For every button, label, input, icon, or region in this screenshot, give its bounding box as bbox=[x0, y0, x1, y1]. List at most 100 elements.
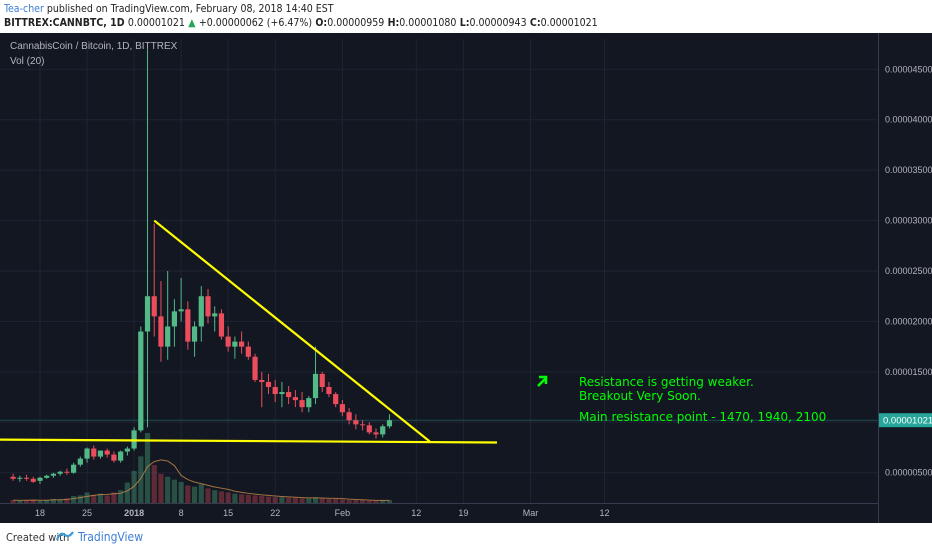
candle-body bbox=[212, 313, 218, 317]
volume-bar bbox=[319, 498, 325, 503]
candle-body bbox=[151, 296, 157, 317]
high-value: 0.00001080 bbox=[399, 17, 457, 29]
candle-body bbox=[10, 476, 16, 479]
candle-body bbox=[259, 379, 265, 382]
candle-body bbox=[232, 341, 238, 347]
volume-bar bbox=[225, 492, 231, 503]
grid-lines bbox=[0, 39, 878, 503]
candle-body bbox=[359, 424, 366, 426]
price-tick-label: 0.00004000 bbox=[885, 115, 932, 125]
volume-bar bbox=[212, 490, 218, 503]
volume-ma-line bbox=[13, 459, 390, 501]
volume-bar bbox=[279, 497, 285, 503]
volume-bar bbox=[104, 495, 110, 503]
volume-bar bbox=[50, 498, 57, 503]
volume-bar bbox=[178, 482, 184, 503]
volume-bar bbox=[71, 496, 77, 503]
candle-body bbox=[64, 471, 70, 473]
price-tick-label: 0.00000500 bbox=[885, 468, 932, 478]
volume-bar bbox=[57, 499, 63, 503]
candle-body bbox=[265, 381, 272, 387]
tradingview-brand[interactable]: TradingView bbox=[78, 530, 144, 544]
volume-bar bbox=[97, 493, 104, 503]
volume-bar bbox=[30, 499, 36, 503]
volume-bar bbox=[131, 470, 137, 503]
volume-bar bbox=[286, 497, 292, 503]
candle-body bbox=[366, 425, 372, 433]
volume-bar bbox=[205, 488, 211, 503]
candle-body bbox=[319, 373, 325, 387]
price-tick-label: 0.00003500 bbox=[885, 165, 932, 175]
candle-body bbox=[312, 373, 319, 399]
volume-bar bbox=[151, 465, 157, 503]
candle-body bbox=[326, 387, 332, 395]
current-price-text: 0.00001021 bbox=[883, 415, 932, 426]
price-tick-label: 0.00001500 bbox=[885, 367, 932, 377]
volume-label: Vol (20) bbox=[10, 56, 44, 67]
time-tick-label: 12 bbox=[411, 508, 421, 518]
time-tick-label: 12 bbox=[599, 508, 609, 518]
candle-body bbox=[299, 400, 305, 408]
candle-body bbox=[144, 296, 151, 332]
chart-background bbox=[0, 33, 932, 523]
volume-bar bbox=[333, 498, 339, 503]
volume-bar bbox=[312, 497, 319, 503]
volume-bar bbox=[252, 495, 258, 503]
price-tick-label: 0.00003000 bbox=[885, 216, 932, 226]
publish-header: Tea-cher published on TradingView.com, F… bbox=[0, 0, 932, 34]
low-value: 0.00000943 bbox=[469, 17, 527, 29]
last-price: 0.00001021 bbox=[127, 17, 185, 29]
volume-bar bbox=[272, 497, 278, 503]
candle-body bbox=[23, 477, 30, 479]
symbol-label: BITTREX:CANNBTC, 1D bbox=[4, 17, 125, 29]
volume-bar bbox=[245, 494, 251, 503]
volume-bar bbox=[218, 491, 225, 503]
candle-body bbox=[50, 473, 57, 476]
time-axis[interactable]: 18 25 2018 8 15 22 Feb 12 19 Mar 12 bbox=[0, 503, 878, 519]
volume-bar bbox=[359, 500, 366, 503]
candle-body bbox=[245, 346, 251, 357]
candle-body bbox=[84, 448, 90, 459]
candle-body bbox=[178, 309, 184, 312]
time-tick-label: 2018 bbox=[124, 508, 144, 518]
volume-bar bbox=[292, 497, 298, 503]
candle-body bbox=[279, 392, 285, 395]
volume-bar bbox=[299, 498, 305, 503]
candle-body bbox=[198, 296, 204, 327]
time-tick-label: Mar bbox=[523, 508, 539, 518]
annotation-breakout: Breakout Very Soon. bbox=[579, 389, 701, 403]
candles bbox=[10, 49, 393, 484]
price-axis-background bbox=[878, 33, 932, 523]
time-tick-label: Feb bbox=[335, 508, 351, 518]
volume-bar bbox=[118, 490, 124, 503]
instrument-label: CannabisCoin / Bitcoin, 1D, BITTREX bbox=[10, 41, 178, 52]
volume-bar bbox=[265, 496, 272, 503]
candle-body bbox=[158, 316, 164, 347]
candle-body bbox=[225, 336, 231, 347]
volume-bar bbox=[91, 494, 97, 503]
candle-body bbox=[286, 392, 292, 398]
candle-body bbox=[191, 326, 198, 342]
volume-bar bbox=[232, 493, 238, 503]
volume-bar bbox=[10, 500, 16, 503]
candle-body bbox=[239, 341, 245, 347]
volume-bar bbox=[306, 498, 312, 503]
candle-body bbox=[380, 426, 386, 435]
price-tick-label: 0.00002500 bbox=[885, 266, 932, 276]
candle-body bbox=[138, 331, 144, 431]
author-link[interactable]: Tea-cher bbox=[4, 3, 44, 15]
volume-bar bbox=[326, 498, 332, 503]
volume-bar bbox=[144, 433, 151, 503]
candle-body bbox=[171, 311, 177, 327]
price-axis[interactable]: 0.000005000.000010000.000015000.00002000… bbox=[878, 33, 932, 523]
candle-body bbox=[339, 404, 345, 413]
descending-resistance-line bbox=[153, 219, 431, 443]
volume-bar bbox=[380, 500, 386, 503]
candle-body bbox=[37, 477, 43, 481]
candle-body bbox=[124, 448, 130, 452]
volume-bar bbox=[339, 499, 345, 503]
volume-bars bbox=[10, 433, 393, 503]
open-value: 0.00000959 bbox=[327, 17, 385, 29]
price-chart[interactable]: 0.000005000.000010000.000015000.00002000… bbox=[0, 33, 932, 523]
candle-body bbox=[77, 458, 83, 465]
